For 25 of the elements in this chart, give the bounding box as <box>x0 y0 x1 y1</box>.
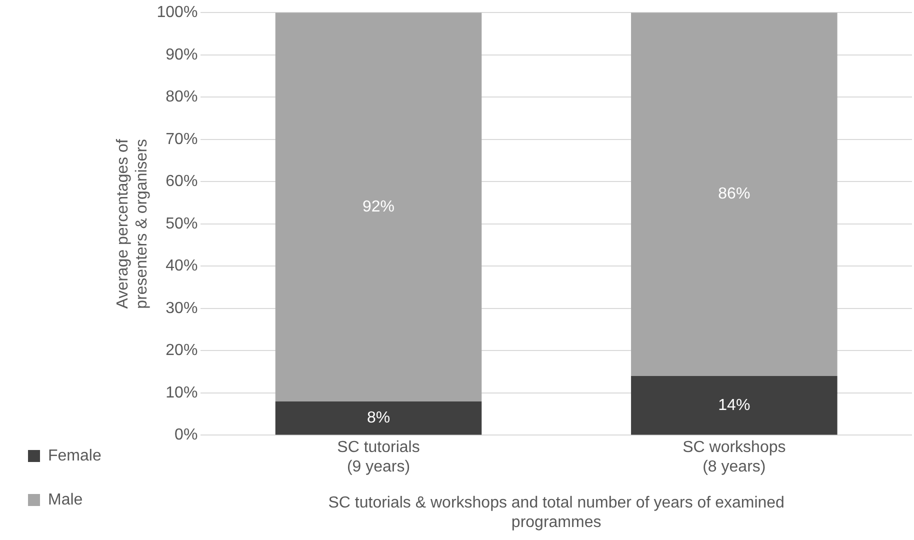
y-tick-label: 30% <box>166 300 198 317</box>
data-label: 8% <box>366 409 390 426</box>
y-tick-label: 10% <box>166 384 198 402</box>
x-tick-label: SC tutorials (9 years) <box>337 439 420 476</box>
legend-label: Female <box>48 447 102 464</box>
y-tick-label: 0% <box>174 426 198 444</box>
data-label: 92% <box>362 198 395 216</box>
y-tick-label: 70% <box>166 130 198 148</box>
y-axis-title: Average percentages of presenters & organisers <box>114 138 151 309</box>
legend-label: Male <box>48 491 83 508</box>
y-tick-label: 100% <box>156 4 198 22</box>
data-label: 86% <box>718 186 750 203</box>
y-tick-label: 40% <box>166 258 198 275</box>
y-tick-label: 20% <box>166 342 198 360</box>
bar <box>631 12 838 376</box>
bar <box>275 12 482 402</box>
bar <box>275 401 482 435</box>
x-tick-label: SC workshops (8 years) <box>682 439 786 476</box>
x-axis-title: SC tutorials & workshops and total number of years of examined programmes <box>328 494 784 531</box>
y-tick-label: 80% <box>166 88 198 106</box>
y-tick-label: 60% <box>166 173 198 190</box>
data-label: 14% <box>718 396 750 414</box>
y-tick-label: 50% <box>166 215 198 232</box>
bar <box>631 376 838 435</box>
y-tick-label: 90% <box>166 46 198 64</box>
